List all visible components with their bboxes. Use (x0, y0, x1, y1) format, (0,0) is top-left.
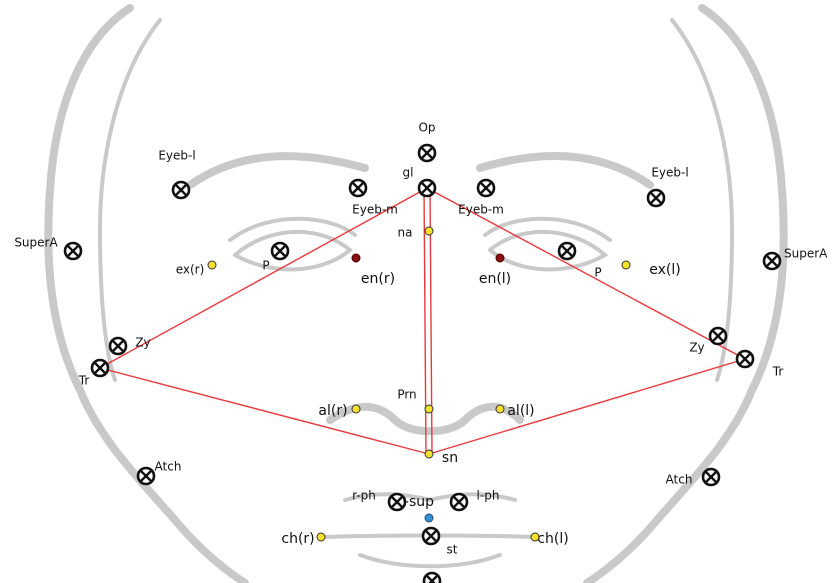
cross-marker (270, 241, 290, 261)
cross-marker (348, 178, 368, 198)
label: en(r) (361, 271, 395, 287)
label: SuperA (784, 247, 828, 261)
label: Tr (78, 374, 90, 388)
label: Eyeb-m (458, 203, 504, 217)
label: al(r) (318, 403, 347, 419)
markers (63, 143, 782, 583)
point-marker (530, 532, 540, 542)
point-marker (495, 253, 505, 263)
label: ex(r) (176, 263, 205, 277)
label: Zy (689, 341, 704, 355)
cross-marker (108, 336, 128, 356)
point-marker (424, 226, 434, 236)
cross-marker (136, 466, 156, 486)
label: Atch (666, 473, 693, 487)
cross-marker (646, 188, 666, 208)
point-marker (424, 449, 434, 459)
measurement-lines (99, 187, 746, 455)
cross-marker (417, 143, 437, 163)
label: al(l) (507, 403, 534, 419)
label: l-sup (400, 494, 434, 510)
label: l-ph (477, 489, 500, 503)
cross-marker (708, 326, 728, 346)
label: Eyeb-l (651, 166, 688, 180)
label: ex(l) (649, 262, 680, 278)
label: r-ph (352, 489, 376, 503)
label: Eyeb-m (352, 203, 398, 217)
cross-marker (449, 492, 469, 512)
cross-marker (762, 251, 782, 271)
point-marker (495, 404, 505, 414)
label: ch(l) (537, 531, 568, 547)
cross-marker (90, 358, 110, 378)
cross-marker (417, 178, 437, 198)
label: en(l) (479, 271, 511, 287)
label: ch(r) (281, 531, 314, 547)
label: Prn (397, 388, 416, 402)
cross-marker (701, 467, 721, 487)
labels: Op gl Eyeb-l Eyeb-m Eyeb-m Eyeb-l SuperA… (14, 121, 828, 557)
point-marker (424, 404, 434, 414)
label: P (262, 259, 269, 273)
point-marker (207, 260, 217, 270)
label: SuperA (14, 236, 58, 250)
label: na (398, 226, 413, 240)
label: Atch (155, 460, 182, 474)
cross-marker (421, 526, 441, 546)
label: gl (403, 166, 414, 180)
label: Tr (772, 365, 784, 379)
cross-marker (735, 349, 755, 369)
cross-marker (476, 178, 496, 198)
label: Zy (135, 336, 150, 350)
cross-marker (171, 180, 191, 200)
point-marker (351, 404, 361, 414)
point-marker (351, 253, 361, 263)
label: Eyeb-l (158, 149, 195, 163)
point-marker (424, 513, 434, 523)
point-marker (621, 260, 631, 270)
label: Op (418, 121, 435, 135)
cross-marker (557, 241, 577, 261)
cross-marker (422, 571, 442, 583)
label: sn (442, 450, 458, 466)
cross-marker (63, 241, 83, 261)
label: P (594, 266, 601, 280)
point-marker (316, 532, 326, 542)
cross-marker (387, 492, 407, 512)
label: st (447, 543, 458, 557)
